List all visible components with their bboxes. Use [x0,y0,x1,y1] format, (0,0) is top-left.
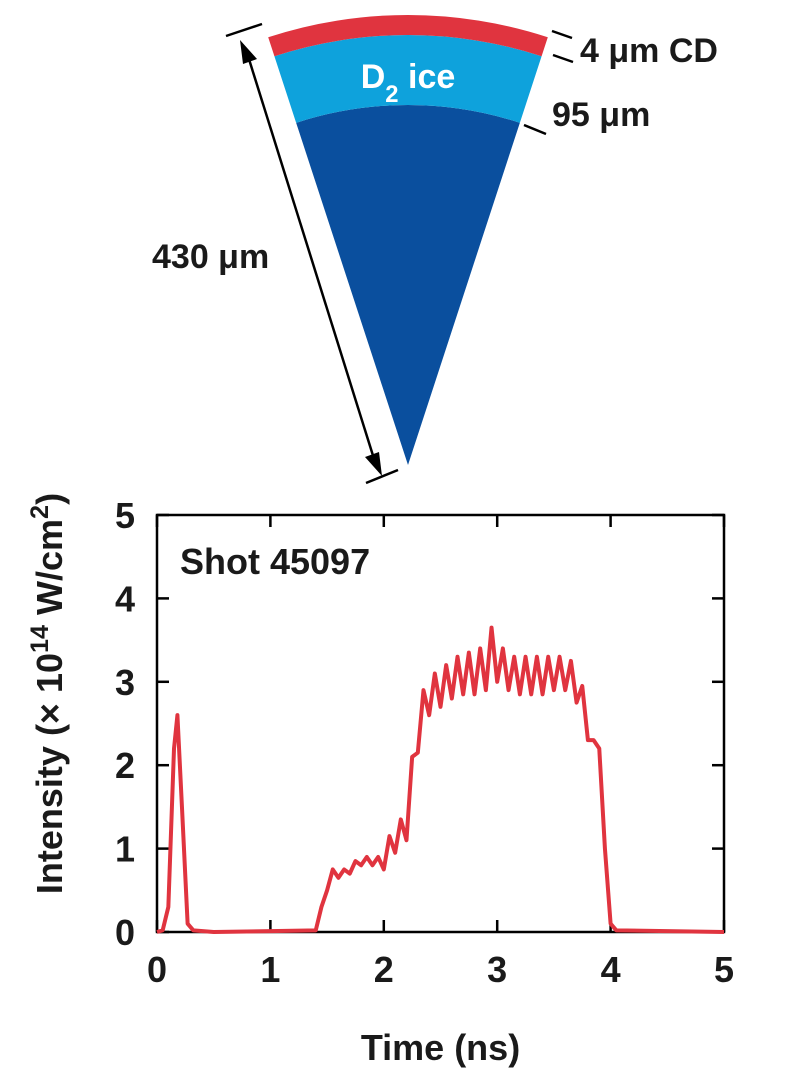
cd-shell [268,14,548,57]
arrowhead [365,452,382,476]
annotation: Shot 45097 [180,541,370,582]
leader-line [523,123,547,136]
leader-line [552,53,574,64]
x-axis-label: Time (ns) [361,1027,520,1068]
x-tick-label: 1 [260,949,280,990]
ice-label: D2 ice [361,58,456,108]
ice-layer [274,35,542,123]
gas-core [296,105,520,466]
radius-label: 430 μm [152,238,269,276]
y-tick-label: 2 [115,745,135,786]
x-tick-label: 5 [714,949,734,990]
dimension-tick [225,22,263,38]
data-line [156,625,725,934]
chart: 0 1 2 3 4 5 0 1 2 3 4 5 Time (ns) Intensity (× 1014 W… [26,493,734,1068]
y-tick-label: 1 [115,829,135,870]
x-tick-label: 4 [601,949,621,990]
y-tick-label: 0 [115,912,135,953]
x-tick-label: 2 [374,949,394,990]
text-part: Intensity (× 10 [29,653,70,894]
arrowhead [240,40,257,64]
dimension-tick [365,468,399,485]
text-part: ice [399,58,456,96]
target-diagram: D2 ice 4 μm CD 95 μm 430 μm [152,14,718,485]
text-part: 14 [26,625,54,653]
text-part: ) [29,493,70,505]
leader-line [551,29,573,40]
dimension-line [246,55,377,463]
x-tick-label: 3 [487,949,507,990]
y-tick-label: 5 [115,495,135,536]
text-part: W/cm [29,519,70,625]
ice-thickness-label: 95 μm [552,96,650,134]
text-part: 2 [26,505,54,519]
text-part: 2 [385,81,398,108]
y-axis-label: Intensity (× 1014 W/cm2) [26,493,70,894]
x-tick-label: 0 [147,949,167,990]
y-tick-label: 4 [115,578,135,619]
cd-label: 4 μm CD [580,32,718,70]
text-part: D [361,58,386,96]
y-tick-label: 3 [115,662,135,703]
plot-frame [155,513,726,934]
